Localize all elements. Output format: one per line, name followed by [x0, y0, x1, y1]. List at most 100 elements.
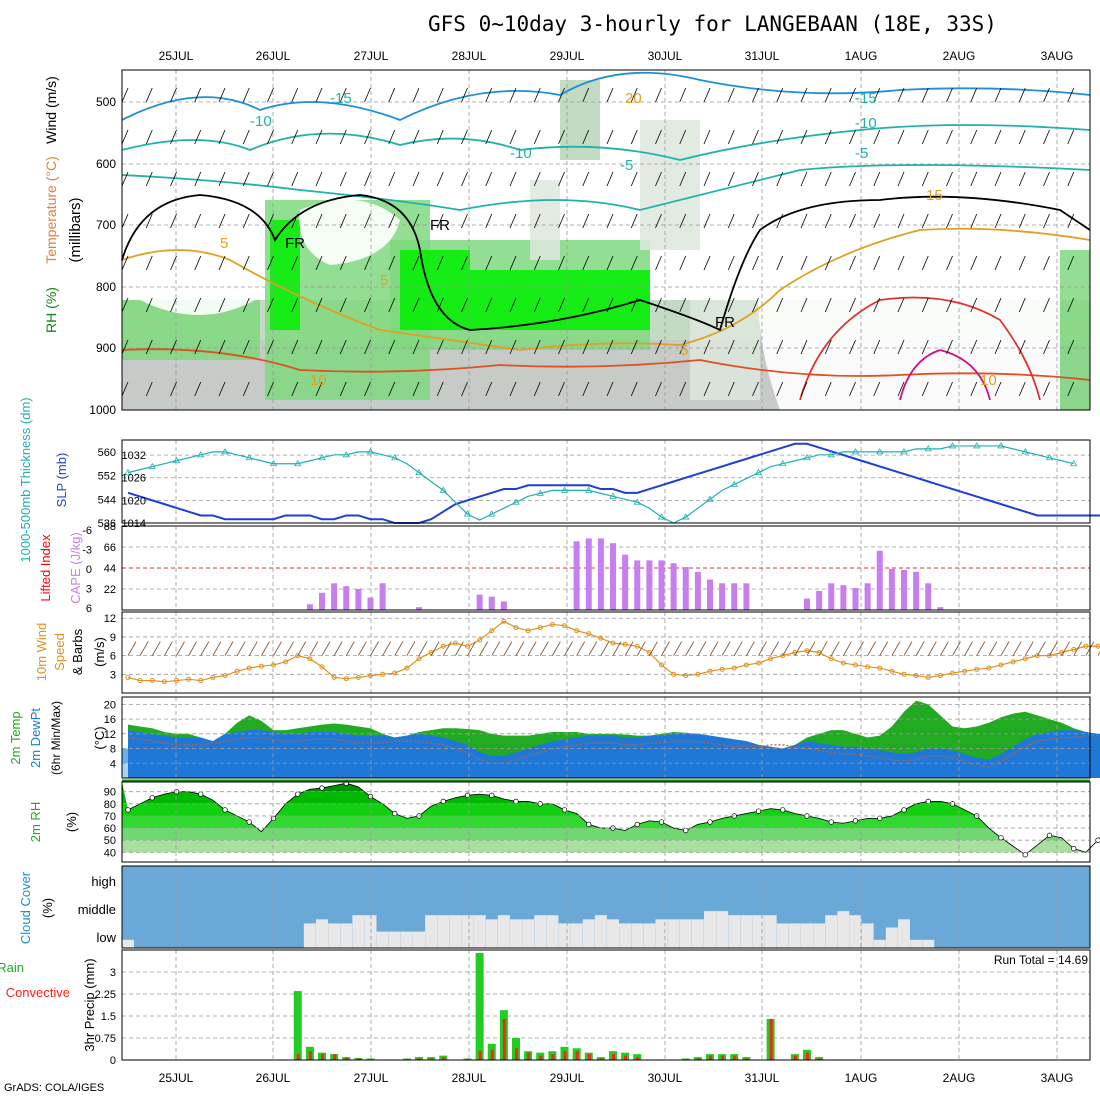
cloud-low-bar	[801, 923, 813, 948]
wind-speed-point	[586, 631, 592, 637]
wind-barb	[242, 213, 250, 229]
wind-barb	[121, 297, 129, 313]
wind-barb	[267, 297, 274, 313]
rh-point	[125, 807, 131, 813]
contour-label: FR	[430, 217, 450, 234]
wind-barb	[921, 87, 929, 103]
rh-point	[246, 819, 252, 825]
wind-barb	[388, 129, 396, 145]
wind-speed-point	[246, 665, 252, 671]
wind-barb	[921, 297, 929, 313]
cape-bar	[694, 571, 701, 610]
contour-label: -15	[330, 90, 352, 107]
precip-convective-bar	[793, 1055, 797, 1060]
wind-barb-10m	[891, 641, 901, 656]
wind-speed-point	[683, 673, 689, 679]
wind-barb	[655, 87, 662, 103]
wind-barb	[946, 171, 953, 187]
wind-barb	[582, 339, 590, 355]
wind-barb	[970, 255, 978, 271]
wind-barb	[776, 87, 784, 103]
wind-barb	[121, 129, 129, 145]
wind-barb	[388, 87, 396, 103]
wind-barb-10m	[855, 641, 864, 656]
wind-barb-10m	[248, 641, 258, 656]
wind-barb	[170, 213, 177, 229]
wind-barb	[849, 87, 856, 103]
wind-barb	[558, 381, 565, 397]
wind-barb	[315, 381, 323, 397]
cloud-low-bar	[352, 915, 365, 948]
contour-label: -10	[250, 113, 272, 130]
cloud-low-bar	[534, 915, 547, 948]
precip-convective-bar	[430, 1058, 434, 1060]
contour-line	[121, 71, 1091, 121]
wind-barb	[849, 339, 856, 355]
wind-barb	[121, 381, 129, 397]
contour-line	[121, 227, 1091, 351]
cape-bar	[743, 583, 750, 610]
wind-barb	[218, 339, 226, 355]
precip-convective-bar	[575, 1051, 579, 1060]
temp-axis-label-c: (6hr Min/Max)	[49, 701, 63, 775]
cloud-low-bar	[497, 915, 510, 948]
precip-convective-bar	[636, 1057, 640, 1060]
contour-label: 10	[980, 372, 997, 389]
cloud-low-bar	[510, 919, 522, 948]
wind-speed-point	[149, 678, 155, 684]
precip-convective-bar	[442, 1057, 446, 1060]
cloud-low-bar	[885, 927, 898, 948]
wind-tick: 6	[110, 651, 116, 663]
wind-barb	[727, 87, 735, 103]
wind-barb	[824, 171, 832, 187]
wind-barb	[339, 129, 347, 145]
wind-barb-10m	[636, 641, 646, 656]
wind-barb	[242, 129, 250, 145]
wind-barb-10m	[224, 641, 234, 656]
wind-barb-10m	[612, 641, 622, 656]
thickness-point	[488, 510, 496, 517]
rh-point	[489, 792, 495, 798]
wind-barb	[558, 129, 565, 145]
wind-barb	[412, 171, 420, 187]
wind-speed-point	[404, 665, 410, 671]
wind-barb	[606, 213, 614, 229]
wind-barb	[218, 171, 226, 187]
cape-bar	[731, 583, 738, 610]
wind-barb	[655, 297, 662, 313]
wind-barb	[170, 297, 177, 313]
date-label-bottom: 30JUL	[648, 1071, 683, 1085]
wind-barb-10m	[733, 641, 743, 656]
temp-tick: 16	[104, 714, 116, 726]
wind-speed-point	[768, 656, 774, 662]
lifted-index-tick: -3	[82, 545, 92, 557]
wind-barb	[849, 213, 856, 229]
wind-barb	[242, 255, 250, 271]
wind-barb-10m	[1000, 641, 1010, 656]
wind-barb	[461, 381, 468, 397]
thickness-point	[342, 451, 350, 458]
wind-barb-10m	[576, 641, 585, 656]
wind-barb	[727, 255, 735, 271]
wind-barb	[218, 381, 226, 397]
contour-line	[799, 296, 1041, 401]
wind-speed-point	[877, 665, 883, 671]
thickness-point	[609, 492, 617, 499]
wind-speed-point	[610, 640, 616, 646]
wind-barb-10m	[503, 641, 513, 656]
wind-barb	[315, 213, 323, 229]
wind-barb	[291, 381, 299, 397]
wind-barb	[291, 171, 299, 187]
wind-barb	[630, 171, 638, 187]
wind-barb	[727, 171, 735, 187]
rh-point	[877, 815, 883, 822]
wind-barb	[364, 381, 371, 397]
rh-point	[367, 793, 374, 800]
wind-barb-10m	[406, 641, 416, 656]
thickness-tick: 552	[98, 471, 116, 483]
temp-axis-label-b: 2m DewPt	[28, 708, 43, 768]
wind-axis-label-a: 10m Wind	[34, 623, 49, 682]
thickness-point	[439, 486, 447, 493]
wind-barb-10m	[843, 641, 852, 656]
wind-barb	[655, 129, 662, 145]
